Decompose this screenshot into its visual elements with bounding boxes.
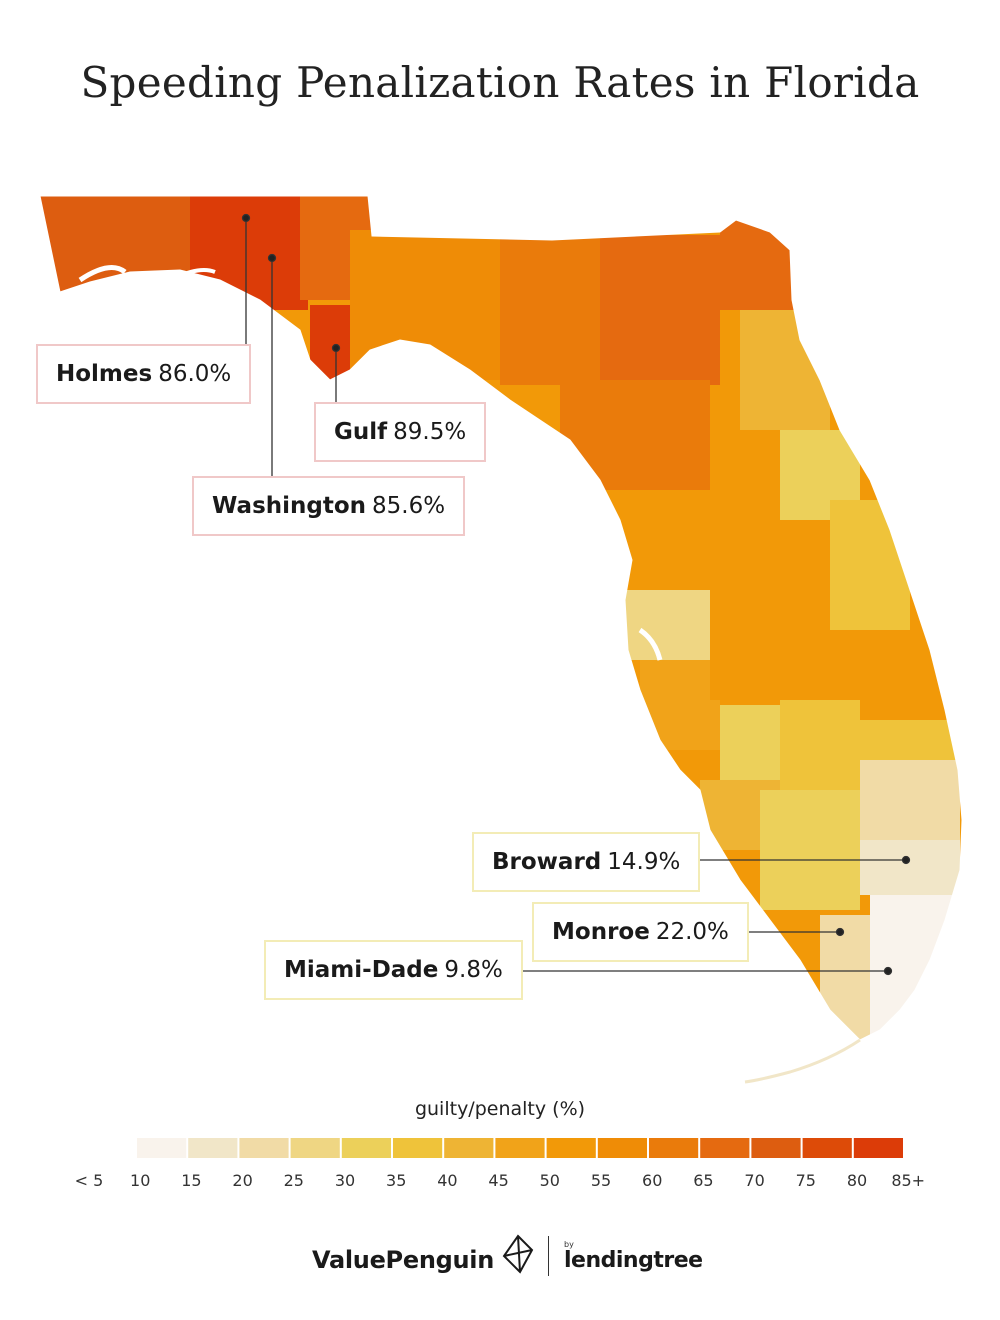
callout-monroe: Monroe 22.0% (532, 902, 749, 962)
partner-prefix: by (564, 1240, 574, 1249)
choctawhatchee-bay (174, 268, 216, 280)
region-alachua-marion (560, 380, 710, 490)
footer-divider (548, 1236, 549, 1276)
region-st-johns (740, 310, 830, 430)
legend-tick-label: 75 (796, 1171, 816, 1190)
monroe-marker (835, 927, 845, 937)
legend-swatch (341, 1138, 391, 1158)
legend-title: guilty/penalty (%) (414, 1098, 586, 1120)
callout-miami-dade-value: 9.8% (444, 957, 503, 983)
legend-swatch (802, 1138, 852, 1158)
county-washington (248, 196, 308, 310)
legend-swatch (393, 1138, 443, 1158)
legend-tick-label: 25 (284, 1171, 304, 1190)
legend-tick-label: 55 (591, 1171, 611, 1190)
legend-swatch (649, 1138, 699, 1158)
legend-tick-label: 60 (642, 1171, 662, 1190)
callout-monroe-value: 22.0% (655, 919, 729, 945)
callout-washington: Washington 85.6% (192, 476, 466, 536)
miami-dade-marker (883, 966, 893, 976)
legend-swatch (239, 1138, 289, 1158)
region-north-east (600, 235, 720, 385)
callout-miami-dade: Miami-Dade 9.8% (264, 940, 523, 1000)
legend-tick-label: 10 (130, 1171, 150, 1190)
legend-swatch (495, 1138, 545, 1158)
broward-marker (901, 855, 911, 865)
callout-broward: Broward 14.9% (472, 832, 701, 892)
region-polk-osceola (710, 560, 830, 700)
legend-tick-label: 35 (386, 1171, 406, 1190)
callout-washington-name: Washington (212, 493, 367, 519)
tampa-bay (638, 627, 663, 661)
legend-tick-label: 45 (488, 1171, 508, 1190)
legend-swatch (853, 1138, 903, 1158)
callout-monroe-name: Monroe (552, 919, 650, 945)
legend-swatch (188, 1138, 238, 1158)
callout-holmes-value: 86.0% (158, 361, 232, 387)
washington-marker (267, 253, 277, 263)
county-collier-hendry (760, 790, 860, 910)
callout-broward-name: Broward (492, 849, 602, 875)
callout-broward-value: 14.9% (607, 849, 681, 875)
callout-gulf-name: Gulf (334, 419, 388, 445)
county-brevard (830, 500, 910, 630)
legend-swatch (700, 1138, 750, 1158)
county-desoto-highlands (720, 705, 780, 785)
holmes-marker (241, 213, 251, 223)
legend-swatch (290, 1138, 340, 1158)
florida-choropleth-map (39, 195, 963, 1084)
legend-tick-label: 70 (744, 1171, 764, 1190)
legend-tick-label: 15 (181, 1171, 201, 1190)
color-legend: < 5 10 15 20 25 30 35 40 45 50 55 60 65 70 75 80 85+ (75, 1138, 925, 1190)
legend-swatch (751, 1138, 801, 1158)
county-martin (860, 720, 960, 760)
legend-tick-label: 80 (847, 1171, 867, 1190)
legend-tick-label: 50 (540, 1171, 560, 1190)
legend-tick-label: 85+ (891, 1171, 925, 1190)
county-broward (860, 840, 960, 895)
legend-tick-label: 40 (437, 1171, 457, 1190)
legend-tick-label: 30 (335, 1171, 355, 1190)
legend-swatch (444, 1138, 494, 1158)
callout-washington-value: 85.6% (372, 493, 446, 519)
region-north-central (500, 235, 610, 385)
callout-gulf-value: 89.5% (393, 419, 467, 445)
pensacola-bay (78, 265, 127, 283)
county-escambia-santa-rosa (40, 196, 200, 310)
callout-holmes-name: Holmes (56, 361, 153, 387)
legend-tick-label: 20 (232, 1171, 252, 1190)
callout-miami-dade-name: Miami-Dade (284, 957, 439, 983)
county-manatee-sarasota (640, 660, 720, 750)
legend-tick-label: < 5 (75, 1171, 104, 1190)
county-palm-beach (860, 760, 960, 840)
county-nassau-duval (720, 200, 810, 310)
county-okeechobee (780, 700, 860, 790)
florida-keys (744, 1038, 861, 1084)
callout-gulf: Gulf 89.5% (314, 402, 487, 462)
county-holmes (190, 196, 248, 300)
region-big-bend (350, 230, 510, 380)
valuepenguin-logo-text: ValuePenguin (312, 1246, 494, 1274)
callout-holmes: Holmes 86.0% (36, 344, 252, 404)
lendingtree-logo-text: lendingtree (564, 1248, 703, 1273)
legend-swatch (546, 1138, 596, 1158)
legend-swatch (597, 1138, 647, 1158)
gulf-marker (331, 343, 341, 353)
legend-tick-label: 65 (693, 1171, 713, 1190)
penguin-logo-icon (502, 1234, 534, 1274)
footer: ValuePenguin by lendingtree (0, 1228, 1000, 1288)
legend-swatch (137, 1138, 187, 1158)
map-title: Speeding Penalization Rates in Florida (80, 58, 920, 107)
